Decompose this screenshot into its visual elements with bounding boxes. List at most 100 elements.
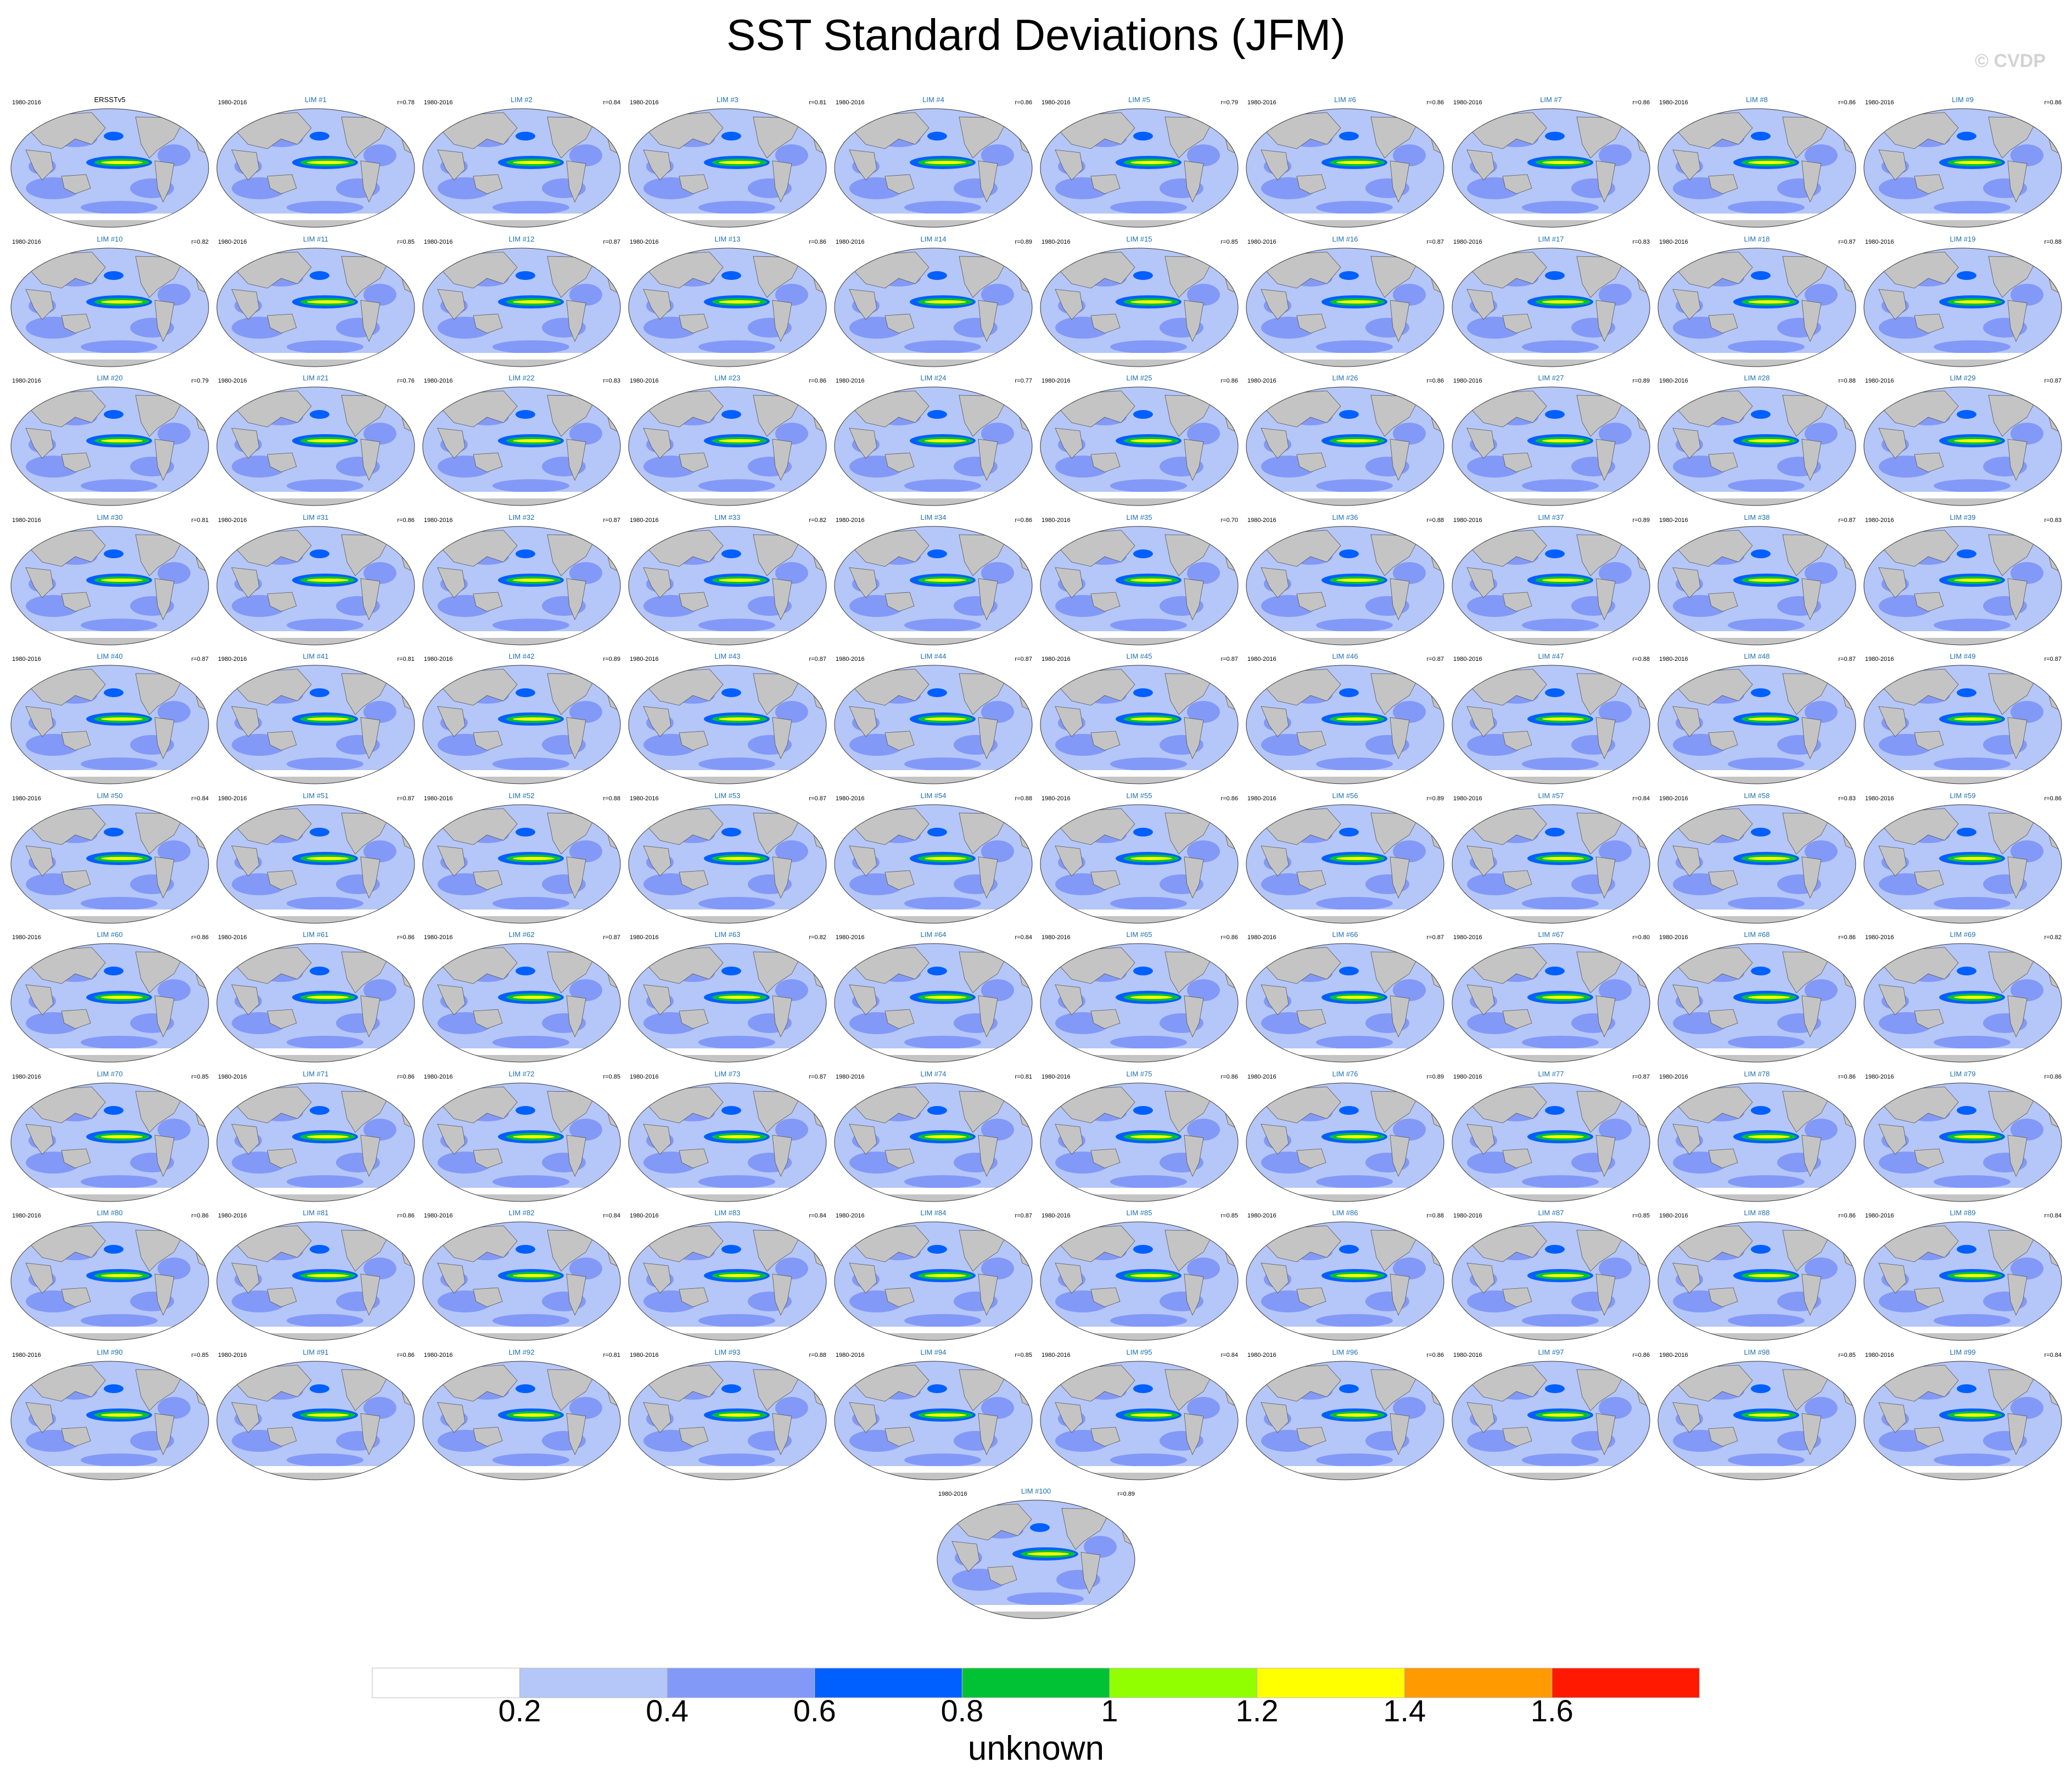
panel-title: LIM #48	[1744, 652, 1770, 660]
panel-correlation: r=0.89	[1426, 795, 1444, 802]
colorbar-swatch	[1404, 1668, 1553, 1698]
map-panel: 1980-2016 LIM #67 r=0.80	[1448, 930, 1654, 1068]
colorbar-tick-label: 1.2	[1236, 1693, 1279, 1722]
panel-period: 1980-2016	[1659, 934, 1688, 941]
map-panel: 1980-2016 LIM #93 r=0.88	[624, 1348, 831, 1486]
panel-title: LIM #93	[714, 1348, 741, 1356]
map-panel: 1980-2016 LIM #36 r=0.88	[1242, 513, 1448, 651]
panel-title: LIM #30	[97, 513, 123, 521]
panel-title: LIM #26	[1332, 374, 1358, 382]
panel-period: 1980-2016	[1865, 1213, 1894, 1219]
panel-title: LIM #68	[1744, 930, 1770, 939]
panel-correlation: r=0.84	[191, 795, 209, 802]
panel-title: LIM #44	[920, 652, 947, 660]
map-panel: 1980-2016 LIM #91 r=0.86	[212, 1348, 419, 1486]
world-map	[1246, 1361, 1444, 1480]
map-panel: 1980-2016 LIM #58 r=0.83	[1654, 792, 1860, 929]
panel-correlation: r=0.86	[397, 1073, 415, 1080]
colorbar-tick-label: 0.2	[499, 1693, 541, 1722]
panel-correlation: r=0.87	[603, 517, 621, 524]
map-panel: 1980-2016 LIM #96 r=0.86	[1242, 1348, 1448, 1486]
panel-title: LIM #40	[97, 652, 123, 660]
panel-period: 1980-2016	[1247, 795, 1276, 802]
panel-period: 1980-2016	[836, 795, 865, 802]
panel-title: LIM #85	[1126, 1209, 1152, 1217]
map-panel: 1980-2016 LIM #19 r=0.88	[1860, 235, 2066, 373]
panel-period: 1980-2016	[12, 1351, 41, 1359]
map-panel: 1980-2016 LIM #54 r=0.88	[830, 791, 1037, 929]
panel-period: 1980-2016	[1659, 1351, 1688, 1359]
world-map	[1657, 1221, 1856, 1341]
panel-title: LIM #77	[1538, 1069, 1564, 1078]
map-panel: 1980-2016 LIM #52 r=0.88	[418, 792, 625, 929]
world-map	[834, 526, 1033, 645]
world-map	[1657, 526, 1856, 645]
world-map	[628, 1361, 827, 1480]
panel-correlation: r=0.87	[1426, 656, 1444, 663]
panel-title: LIM #88	[1744, 1209, 1770, 1217]
map-panel: 1980-2016 LIM #49 r=0.87	[1860, 652, 2066, 790]
panel-period: 1980-2016	[1453, 1351, 1482, 1359]
panel-title: LIM #90	[97, 1348, 123, 1356]
map-panel: 1980-2016 LIM #30 r=0.81	[7, 513, 213, 651]
panel-correlation: r=0.89	[1632, 378, 1650, 384]
panel-period: 1980-2016	[424, 1351, 453, 1359]
panel-period: 1980-2016	[836, 934, 865, 941]
colorbar-tick-label: 1	[1101, 1693, 1118, 1722]
map-panel: 1980-2016 LIM #79 r=0.86	[1860, 1070, 2066, 1208]
map-panel: 1980-2016 LIM #35 r=0.70	[1036, 513, 1242, 651]
colorbar-swatch	[667, 1668, 815, 1698]
map-panel: 1980-2016 LIM #50 r=0.84	[7, 792, 213, 929]
map-panel: 1980-2016 LIM #29 r=0.87	[1860, 374, 2066, 512]
panel-period: 1980-2016	[218, 656, 247, 663]
panel-title: LIM #91	[303, 1348, 329, 1356]
panel-period: 1980-2016	[1247, 517, 1276, 524]
map-panel: 1980-2016 LIM #26 r=0.86	[1242, 374, 1448, 512]
panel-title: LIM #29	[1950, 374, 1976, 382]
panel-correlation: r=0.86	[1220, 1073, 1239, 1080]
panel-period: 1980-2016	[836, 656, 865, 663]
world-map	[628, 1221, 827, 1341]
panel-title: LIM #25	[1126, 374, 1152, 382]
map-panel: 1980-2016 LIM #75 r=0.86	[1036, 1070, 1242, 1208]
colorbar-tick-label: 1.6	[1531, 1693, 1573, 1722]
panel-period: 1980-2016	[12, 517, 41, 524]
panel-period: 1980-2016	[218, 934, 247, 941]
map-panel: 1980-2016 LIM #55 r=0.86	[1036, 792, 1242, 929]
panel-title: LIM #86	[1332, 1209, 1358, 1217]
map-panel: 1980-2016 LIM #80 r=0.86	[7, 1209, 213, 1346]
panel-correlation: r=0.88	[1426, 517, 1444, 524]
panel-title: LIM #49	[1950, 652, 1976, 660]
panel-period: 1980-2016	[1247, 656, 1276, 663]
world-map	[1452, 1082, 1650, 1202]
colorbar-tick-label: 0.8	[940, 1693, 983, 1722]
panel-title: LIM #7	[1540, 96, 1562, 104]
panel-period: 1980-2016	[1247, 1073, 1276, 1080]
world-map	[937, 1500, 1135, 1619]
panel-correlation: r=0.88	[809, 1351, 827, 1359]
panel-title: LIM #66	[1332, 930, 1358, 939]
panel-title: LIM #62	[508, 930, 535, 939]
world-map	[422, 248, 621, 367]
panel-correlation: r=0.86	[1015, 99, 1033, 106]
panel-title: LIM #54	[920, 791, 947, 800]
panel-title: LIM #46	[1332, 652, 1358, 660]
panel-correlation: r=0.86	[191, 934, 209, 941]
panel-correlation: r=0.85	[1838, 1351, 1856, 1359]
world-map	[216, 943, 415, 1063]
map-panel: 1980-2016 LIM #43 r=0.87	[624, 652, 831, 790]
map-panel: 1980-2016 LIM #60 r=0.86	[7, 930, 213, 1068]
map-panel: 1980-2016 LIM #24 r=0.77	[830, 374, 1037, 512]
panel-title: LIM #5	[1128, 96, 1150, 104]
map-panel: 1980-2016 LIM #98 r=0.85	[1654, 1348, 1860, 1486]
world-map	[1452, 386, 1650, 506]
map-panel: 1980-2016 LIM #31 r=0.86	[212, 513, 419, 651]
panel-correlation: r=0.86	[809, 238, 827, 245]
panel-title: LIM #80	[97, 1209, 123, 1217]
colorbar-swatch	[1109, 1668, 1258, 1698]
panel-title: LIM #92	[508, 1348, 535, 1356]
map-panel: 1980-2016 LIM #40 r=0.87	[7, 652, 213, 790]
panel-title: LIM #21	[303, 374, 329, 382]
panel-title: ERSSTv5	[94, 96, 126, 104]
panel-period: 1980-2016	[12, 1073, 41, 1080]
